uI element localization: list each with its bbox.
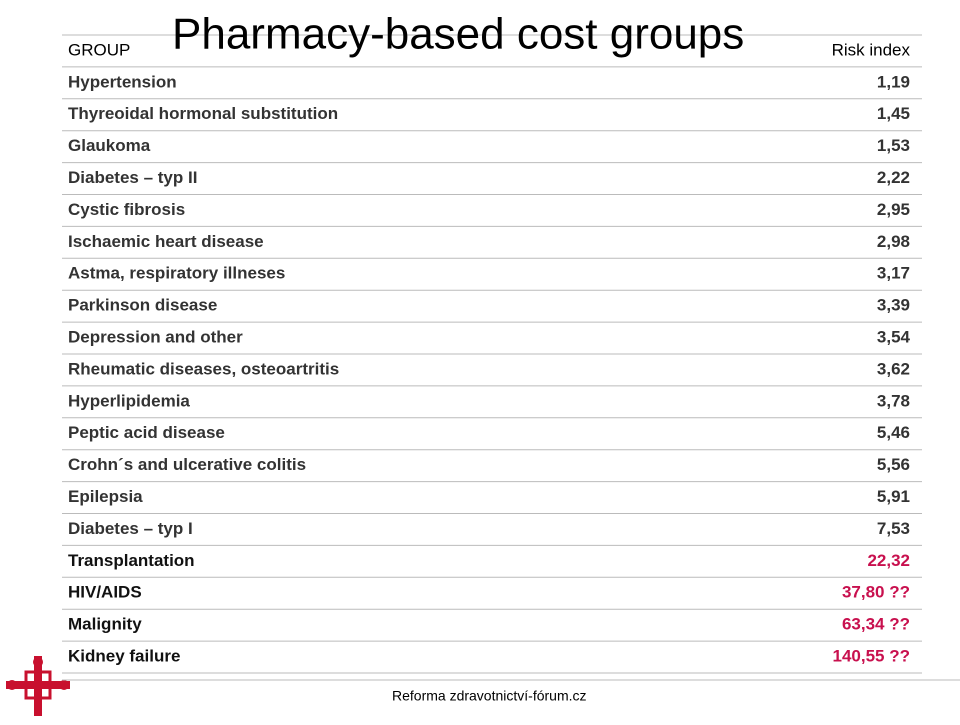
group-cell: Transplantation	[68, 551, 195, 570]
header-cell: GROUP	[68, 40, 130, 59]
risk-cell: 3,62	[877, 359, 910, 378]
risk-cell: 5,91	[877, 487, 910, 506]
risk-cell: 3,17	[877, 264, 910, 283]
group-cell: HIV/AIDS	[68, 583, 142, 602]
group-cell: Cystic fibrosis	[68, 200, 185, 219]
group-cell: Crohn´s and ulcerative colitis	[68, 455, 306, 474]
group-cell: Epilepsia	[68, 487, 143, 506]
footer: Reforma zdravotnictví-fórum.cz	[392, 688, 587, 704]
group-cell: Hypertension	[68, 72, 177, 91]
group-cell: Peptic acid disease	[68, 423, 225, 442]
risk-cell: 1,45	[877, 104, 910, 123]
group-cell: Diabetes – typ I	[68, 519, 193, 538]
risk-cell: 140,55 ??	[833, 647, 911, 666]
title: Pharmacy-based cost groups	[172, 10, 744, 59]
group-cell: Malignity	[68, 615, 142, 634]
risk-cell: 2,22	[877, 168, 910, 187]
group-cell: Depression and other	[68, 328, 243, 347]
risk-cell: 5,56	[877, 455, 910, 474]
group-cell: Kidney failure	[68, 647, 180, 666]
group-cell: Hyperlipidemia	[68, 391, 190, 410]
group-cell: Diabetes – typ II	[68, 168, 197, 187]
logo	[6, 656, 70, 716]
risk-cell: 3,78	[877, 391, 910, 410]
group-cell: Astma, respiratory illneses	[68, 264, 285, 283]
header-cell: Risk index	[832, 40, 911, 59]
risk-cell: 5,46	[877, 423, 910, 442]
risk-cell: 22,32	[867, 551, 910, 570]
risk-cell: 2,98	[877, 232, 910, 251]
group-cell: Thyreoidal hormonal substitution	[68, 104, 338, 123]
risk-cell: 3,39	[877, 296, 910, 315]
group-cell: Parkinson disease	[68, 296, 217, 315]
risk-cell: 7,53	[877, 519, 910, 538]
risk-cell: 37,80 ??	[842, 583, 910, 602]
group-cell: Glaukoma	[68, 136, 151, 155]
risk-cell: 1,53	[877, 136, 910, 155]
group-cell: Rheumatic diseases, osteoartritis	[68, 359, 339, 378]
risk-cell: 2,95	[877, 200, 910, 219]
risk-cell: 63,34 ??	[842, 615, 910, 634]
risk-cell: 1,19	[877, 72, 910, 91]
group-cell: Ischaemic heart disease	[68, 232, 264, 251]
risk-cell: 3,54	[877, 328, 911, 347]
